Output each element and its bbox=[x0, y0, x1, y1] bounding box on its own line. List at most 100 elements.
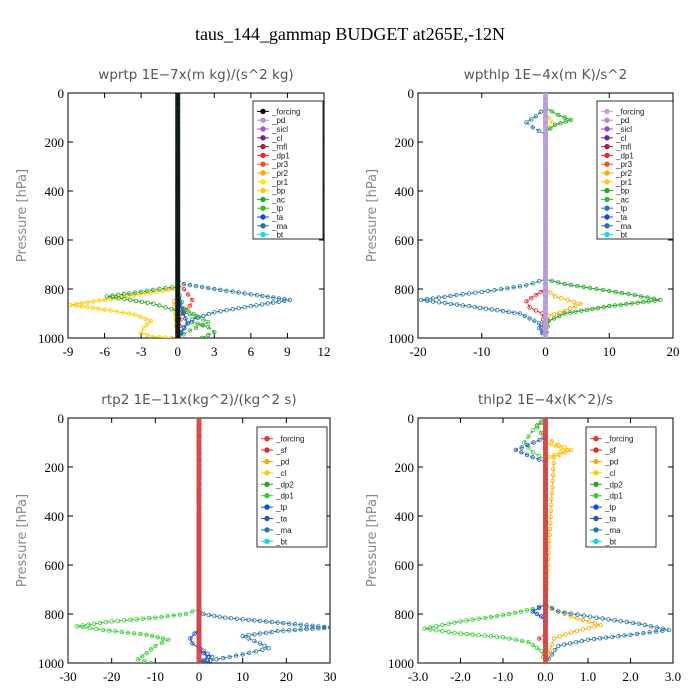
data-point bbox=[610, 634, 615, 640]
data-point bbox=[613, 289, 618, 295]
data-point bbox=[529, 117, 534, 122]
legend-label: _cl bbox=[604, 469, 615, 478]
data-point bbox=[452, 620, 457, 625]
data-point bbox=[151, 334, 156, 338]
data-point bbox=[166, 637, 171, 642]
zero-line-band bbox=[543, 93, 548, 338]
data-point bbox=[199, 284, 205, 290]
data-point bbox=[252, 638, 257, 644]
data-point bbox=[505, 286, 510, 291]
data-point bbox=[144, 632, 149, 637]
data-point bbox=[316, 626, 321, 631]
data-point bbox=[144, 332, 150, 338]
data-point bbox=[562, 115, 567, 120]
data-point bbox=[187, 328, 193, 333]
data-point bbox=[568, 310, 573, 315]
data-point bbox=[498, 287, 504, 292]
series-line bbox=[198, 608, 330, 663]
data-point bbox=[485, 288, 491, 294]
data-point bbox=[641, 299, 646, 305]
data-point bbox=[292, 627, 298, 633]
data-point bbox=[624, 619, 630, 625]
legend-marker bbox=[260, 223, 266, 229]
data-point bbox=[110, 295, 115, 300]
legend-marker bbox=[260, 117, 266, 123]
data-point bbox=[495, 308, 500, 313]
legend-marker bbox=[593, 515, 599, 522]
data-point bbox=[511, 285, 516, 290]
data-point bbox=[470, 617, 475, 622]
y-axis-label: Pressure [hPa] bbox=[365, 494, 380, 587]
y-tick-label: 800 bbox=[45, 607, 65, 622]
data-point bbox=[116, 296, 121, 301]
data-point bbox=[472, 304, 477, 310]
data-point bbox=[530, 281, 535, 286]
y-tick-label: 1000 bbox=[38, 656, 64, 671]
data-point bbox=[564, 447, 569, 453]
legend-marker bbox=[593, 470, 599, 476]
legend-label: _sf bbox=[604, 446, 616, 455]
data-point bbox=[619, 290, 625, 296]
data-point bbox=[260, 647, 265, 652]
data-point bbox=[187, 303, 193, 309]
data-point bbox=[512, 610, 518, 615]
data-point bbox=[74, 624, 79, 629]
data-point bbox=[549, 605, 555, 611]
x-tick-label: 10 bbox=[236, 669, 249, 684]
data-point bbox=[634, 631, 640, 637]
panel-title: rtp2 1E−11x(kg^2)/(kg^2 s) bbox=[101, 392, 296, 408]
legend-label: _ta bbox=[615, 213, 628, 222]
data-point bbox=[292, 622, 298, 627]
data-point bbox=[119, 629, 124, 635]
data-point bbox=[138, 289, 144, 294]
data-point bbox=[536, 457, 542, 462]
data-point bbox=[556, 609, 561, 614]
data-point bbox=[146, 616, 152, 621]
data-point bbox=[591, 636, 597, 642]
data-point bbox=[190, 317, 195, 322]
legend-label: _ma bbox=[271, 222, 288, 231]
x-tick-label: 3.0 bbox=[665, 669, 681, 684]
data-point bbox=[109, 619, 114, 624]
data-point bbox=[265, 294, 271, 299]
data-point bbox=[578, 301, 583, 306]
data-point bbox=[205, 324, 211, 330]
data-point bbox=[193, 283, 199, 289]
data-point bbox=[143, 316, 148, 321]
data-point bbox=[440, 629, 445, 634]
zero-line-band bbox=[543, 418, 548, 663]
data-point bbox=[159, 614, 164, 620]
data-point bbox=[246, 650, 252, 656]
data-point bbox=[556, 280, 561, 285]
data-point bbox=[507, 636, 512, 641]
data-point bbox=[489, 307, 494, 312]
x-tick-label: 2.0 bbox=[622, 669, 638, 684]
series-bp bbox=[68, 281, 180, 338]
data-point bbox=[538, 109, 543, 115]
data-point bbox=[524, 452, 530, 457]
data-point bbox=[106, 628, 112, 633]
legend-label: _cl bbox=[271, 134, 282, 143]
data-point bbox=[233, 653, 239, 658]
data-point bbox=[524, 120, 529, 125]
data-point bbox=[87, 625, 92, 631]
data-point bbox=[579, 308, 584, 313]
data-point bbox=[473, 290, 478, 295]
data-point bbox=[562, 610, 567, 615]
data-point bbox=[181, 286, 186, 292]
data-point bbox=[458, 631, 463, 636]
x-tick-label: 0 bbox=[542, 344, 549, 359]
data-point bbox=[266, 646, 272, 651]
data-point bbox=[230, 307, 235, 312]
data-point bbox=[224, 288, 229, 293]
legend-label: _sicl bbox=[615, 125, 632, 134]
data-point bbox=[246, 636, 251, 641]
legend-label: _dp2 bbox=[275, 480, 294, 489]
data-point bbox=[298, 622, 304, 627]
data-point bbox=[96, 306, 101, 311]
y-tick-label: 1000 bbox=[388, 331, 414, 346]
data-point bbox=[165, 614, 170, 619]
legend-marker bbox=[260, 231, 266, 238]
legend-label: _pd bbox=[275, 458, 289, 467]
data-point bbox=[434, 628, 439, 633]
